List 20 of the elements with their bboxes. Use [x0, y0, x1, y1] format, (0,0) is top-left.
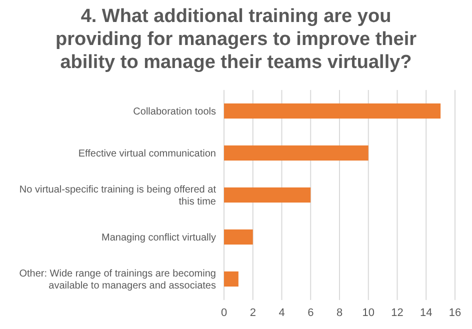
y-tick-label: Collaboration tools [133, 106, 216, 118]
y-tick-label: Managing conflict virtually [102, 232, 216, 244]
bar [224, 187, 311, 203]
x-tick-label: 4 [278, 307, 285, 319]
y-tick-label: Effective virtual communication [78, 148, 216, 160]
x-tick-label: 16 [448, 307, 462, 319]
bar [224, 229, 253, 245]
bar [224, 145, 368, 161]
x-tick-label: 14 [420, 307, 432, 319]
x-tick-label: 12 [391, 307, 404, 319]
x-tick-label: 10 [362, 307, 374, 319]
bar [224, 271, 238, 287]
y-tick-label: No virtual-specific training is being offered at this time [19, 184, 216, 208]
x-tick-label: 6 [308, 307, 314, 319]
bar [224, 103, 441, 119]
x-tick-label: 2 [250, 307, 256, 319]
x-tick-label: 8 [336, 307, 343, 319]
x-tick-label: 0 [220, 307, 228, 319]
y-tick-label: Other: Wide range of trainings are becoming available to managers and associates [19, 268, 216, 292]
chart-title: 4. What additional training are you providing for managers to improve their ability to manage their teams virtually? [55, 6, 418, 73]
